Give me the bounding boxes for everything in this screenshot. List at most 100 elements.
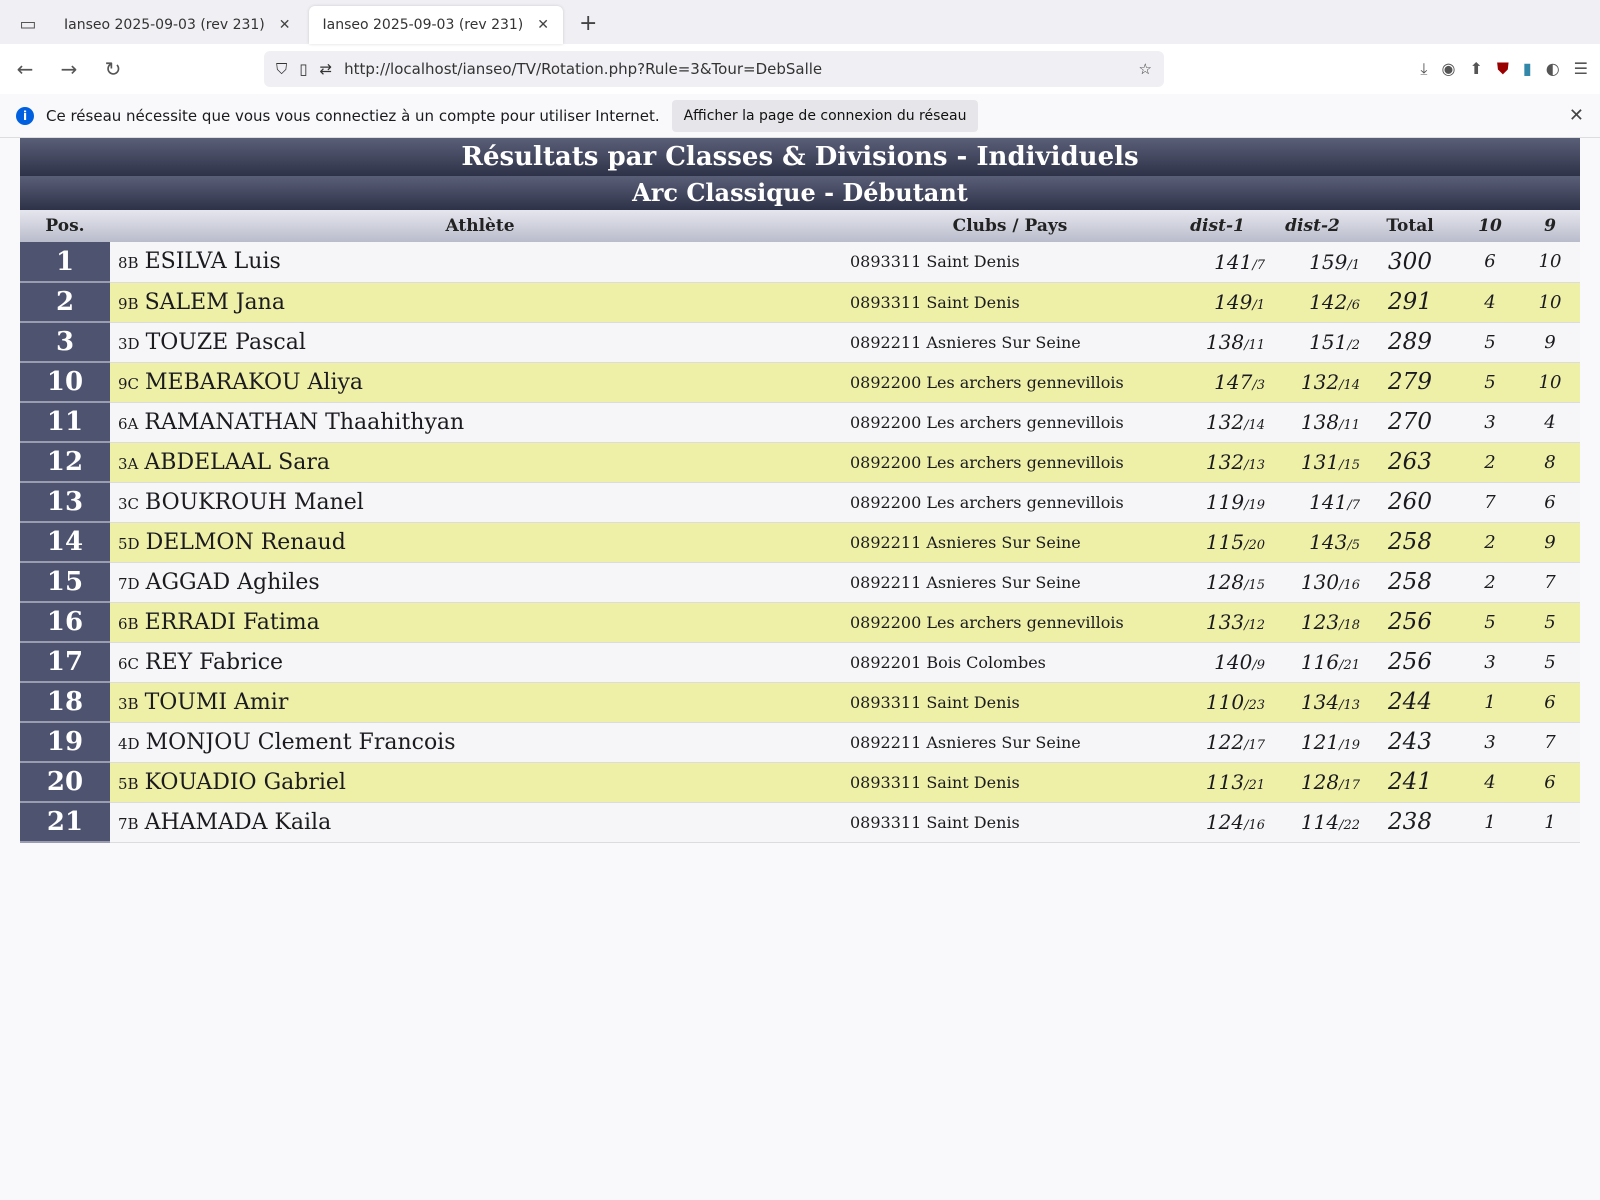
dist2-score: 138/11 — [1265, 402, 1360, 443]
tens-count: 6 — [1460, 242, 1520, 283]
score: 151 — [1309, 330, 1348, 354]
target: 6C — [118, 654, 140, 673]
athlete: 9C MEBARAKOU Aliya — [110, 362, 850, 403]
nines-count: 9 — [1520, 322, 1580, 363]
total-score: 241 — [1360, 762, 1460, 803]
nines-count: 5 — [1520, 642, 1580, 683]
rank: /2 — [1347, 338, 1360, 353]
info-icon: i — [16, 106, 34, 125]
club: 0892200 Les archers gennevillois — [850, 482, 1170, 523]
dist2-score: 123/18 — [1265, 602, 1360, 643]
url-text[interactable]: http://localhost/ianseo/TV/Rotation.php?… — [344, 60, 823, 78]
total-score: 289 — [1360, 322, 1460, 363]
rank: /1 — [1252, 298, 1265, 313]
table-row: 10 9C MEBARAKOU Aliya 0892200 Les archers… — [20, 362, 1580, 403]
club: 0892211 Asnieres Sur Seine — [850, 522, 1170, 563]
position: 18 — [20, 682, 110, 723]
rank: /19 — [1339, 738, 1360, 753]
target: 5B — [118, 774, 139, 793]
athlete-name: REY Fabrice — [145, 649, 284, 675]
dist1-score: 128/15 — [1170, 562, 1265, 603]
rank: /14 — [1339, 378, 1360, 393]
total-score: 300 — [1360, 242, 1460, 283]
rank: /9 — [1252, 658, 1265, 673]
reload-icon[interactable]: ↻ — [104, 57, 122, 81]
rank: /3 — [1252, 378, 1265, 393]
download-icon[interactable]: ⤓ — [1420, 59, 1428, 78]
rank: /7 — [1252, 257, 1265, 273]
close-tab-icon[interactable]: ✕ — [278, 17, 291, 33]
dist2-score: 141/7 — [1265, 482, 1360, 523]
rank: /15 — [1339, 458, 1360, 473]
club: 0893311 Saint Denis — [850, 242, 1170, 283]
board-title: Résultats par Classes & Divisions - Indi… — [20, 138, 1580, 176]
total-score: 258 — [1360, 522, 1460, 563]
score: 138 — [1300, 410, 1340, 434]
club: 0892200 Les archers gennevillois — [850, 402, 1170, 443]
menu-icon[interactable]: ☰ — [1573, 59, 1588, 78]
score: 134 — [1300, 690, 1340, 714]
nines-count: 8 — [1520, 442, 1580, 483]
board-subtitle: Arc Classique - Débutant — [20, 176, 1580, 210]
athlete-name: BOUKROUH Manel — [145, 489, 364, 515]
nines-count: 5 — [1520, 602, 1580, 643]
tab-2[interactable]: Ianseo 2025-09-03 (rev 231) ✕ — [308, 6, 563, 44]
dist1-score: 147/3 — [1170, 362, 1265, 403]
new-tab-button[interactable]: + — [579, 11, 598, 36]
dist2-score: 143/5 — [1265, 522, 1360, 563]
close-tab-icon[interactable]: ✕ — [537, 17, 549, 33]
dist1-score: 124/16 — [1170, 802, 1265, 843]
close-icon[interactable]: ✕ — [1568, 105, 1584, 126]
table-row: 15 7D AGGAD Aghiles 0892211 Asnieres Sur … — [20, 562, 1580, 603]
ublock-icon[interactable]: ⛊ — [1496, 59, 1509, 78]
bookmark-star-icon[interactable]: ☆ — [1138, 60, 1152, 78]
dist2-score: 151/2 — [1265, 322, 1360, 363]
dist1-score: 132/14 — [1170, 402, 1265, 443]
back-icon[interactable]: ← — [16, 57, 34, 81]
rank: /14 — [1244, 418, 1265, 433]
shield-icon[interactable]: ⛉ — [276, 60, 288, 78]
tens-count: 3 — [1460, 642, 1520, 683]
extension-icon[interactable]: ⬆ — [1469, 59, 1483, 78]
score: 138 — [1205, 330, 1245, 354]
position: 15 — [20, 562, 110, 603]
table-row: 18 3B TOUMI Amir 0893311 Saint Denis 110/… — [20, 682, 1580, 723]
athlete: 3D TOUZE Pascal — [110, 322, 850, 363]
results-board: Résultats par Classes & Divisions - Indi… — [0, 138, 1600, 843]
notification-text: Ce réseau nécessite que vous vous connec… — [46, 106, 660, 125]
score: 133 — [1205, 610, 1245, 634]
tab-label: Ianseo 2025-09-03 (rev 231) — [64, 17, 265, 33]
club: 0892200 Les archers gennevillois — [850, 362, 1170, 403]
dist2-score: 114/22 — [1265, 802, 1360, 843]
score: 124 — [1205, 810, 1245, 834]
permissions-icon[interactable]: ⇄ — [319, 60, 333, 78]
position: 13 — [20, 482, 110, 523]
col-dist2: dist-2 — [1265, 210, 1360, 242]
network-login-button[interactable]: Afficher la page de connexion du réseau — [671, 99, 979, 132]
table-row: 11 6A RAMANATHAN Thaahithyan 0892200 Les … — [20, 402, 1580, 443]
tens-count: 5 — [1460, 602, 1520, 643]
nines-count: 6 — [1520, 482, 1580, 523]
athlete: 6C REY Fabrice — [110, 642, 850, 683]
col-club: Clubs / Pays — [850, 210, 1170, 242]
forward-icon[interactable]: → — [60, 57, 78, 81]
target: 5D — [118, 534, 140, 553]
tab-bar: ▭ Ianseo 2025-09-03 (rev 231) ✕ Ianseo 20… — [0, 0, 1600, 44]
extension-icon[interactable]: ▮ — [1522, 59, 1532, 78]
url-bar[interactable]: ⛉ ▯ ⇄ http://localhost/ianseo/TV/Rotatio… — [264, 51, 1164, 87]
tab-list-icon[interactable]: ▭ — [19, 13, 37, 35]
nines-count: 9 — [1520, 522, 1580, 563]
tens-count: 4 — [1460, 762, 1520, 803]
extension-icon[interactable]: ◐ — [1545, 59, 1560, 78]
nines-count: 4 — [1520, 402, 1580, 443]
rank: /16 — [1339, 578, 1360, 593]
table-row: 20 5B KOUADIO Gabriel 0893311 Saint Denis… — [20, 762, 1580, 803]
score: 119 — [1205, 490, 1245, 514]
dist2-score: 130/16 — [1265, 562, 1360, 603]
tens-count: 1 — [1460, 802, 1520, 843]
athlete: 6B ERRADI Fatima — [110, 602, 850, 643]
tab-1[interactable]: Ianseo 2025-09-03 (rev 231) ✕ — [50, 6, 305, 44]
score: 131 — [1300, 450, 1340, 474]
account-icon[interactable]: ◉ — [1441, 59, 1456, 78]
position: 10 — [20, 362, 110, 403]
